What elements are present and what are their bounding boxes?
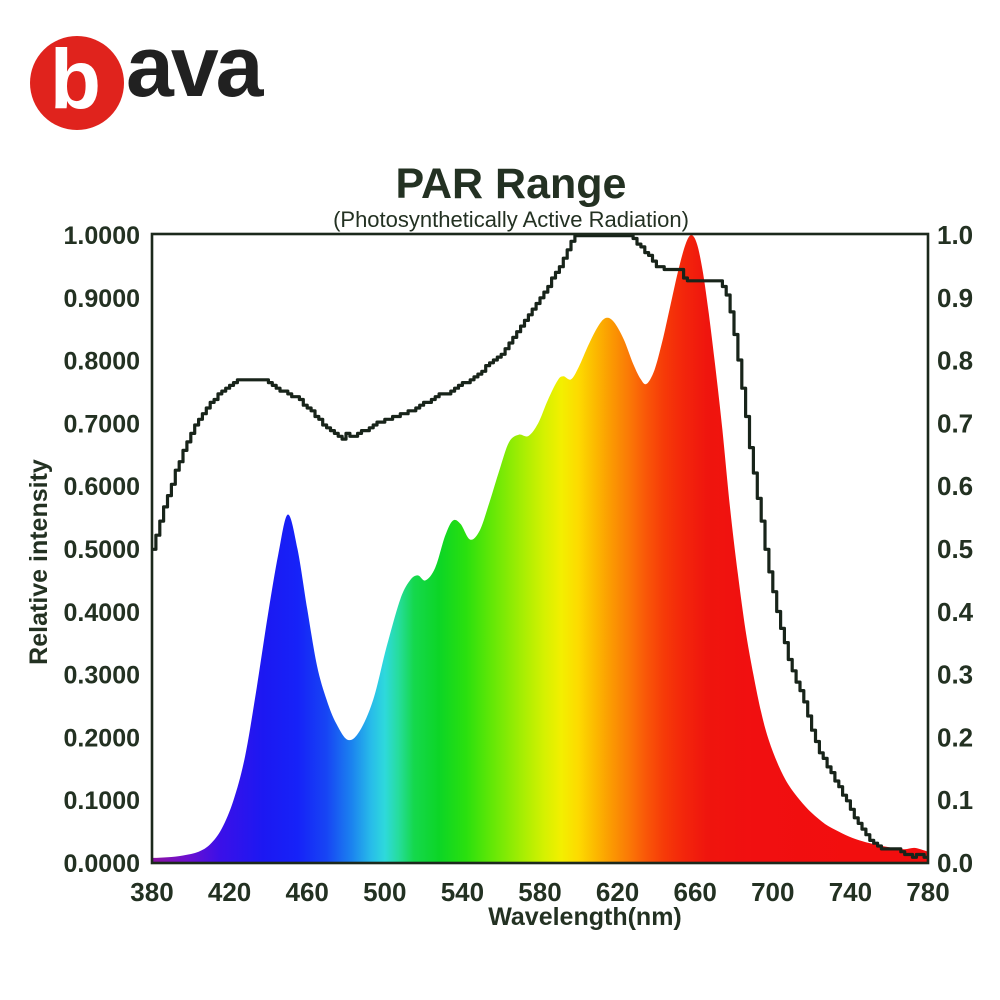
y-tick-left: 0.7000 bbox=[64, 410, 140, 438]
y-tick-left: 0.1000 bbox=[64, 787, 140, 815]
chart-header: PAR Range (Photosynthetically Active Rad… bbox=[0, 160, 1000, 233]
y-tick-right: 0.1 bbox=[937, 785, 973, 815]
y-tick-left: 0.3000 bbox=[64, 662, 140, 690]
x-axis-title: Wavelength(nm) bbox=[488, 903, 682, 931]
y-tick-right: 0.3 bbox=[937, 660, 973, 690]
y-tick-right: 0.7 bbox=[937, 408, 973, 438]
brand-logo: b ava bbox=[30, 24, 263, 130]
x-tick: 660 bbox=[674, 877, 717, 907]
y-tick-left: 1.0000 bbox=[64, 222, 140, 250]
x-tick: 620 bbox=[596, 877, 639, 907]
x-tick: 580 bbox=[518, 877, 561, 907]
x-tick: 420 bbox=[208, 877, 251, 907]
y-axis-title: Relative intensity bbox=[25, 459, 53, 665]
logo-letter-b: b bbox=[49, 32, 102, 127]
x-tick: 780 bbox=[906, 877, 949, 907]
y-tick-right: 1.0 bbox=[937, 220, 973, 250]
y-tick-right: 0.0 bbox=[937, 848, 973, 878]
x-tick: 740 bbox=[829, 877, 872, 907]
x-tick: 460 bbox=[286, 877, 329, 907]
y-tick-left: 0.4000 bbox=[64, 599, 140, 627]
y-tick-left: 0.9000 bbox=[64, 285, 140, 313]
y-tick-right: 0.6 bbox=[937, 471, 973, 501]
y-tick-left: 0.5000 bbox=[64, 536, 140, 564]
y-axis-right-tick-labels: 1.0 0.9 0.8 0.7 0.6 0.5 0.4 0.3 0.2 0.1 0.0 bbox=[937, 220, 974, 878]
y-tick-right: 0.2 bbox=[937, 722, 973, 752]
plot-border bbox=[150, 232, 930, 865]
y-axis-left-tick-labels: 1.0000 0.9000 0.8000 0.7000 0.6000 0.5000 0.40… bbox=[64, 222, 140, 878]
x-tick: 700 bbox=[751, 877, 794, 907]
logo-letters-ava: ava bbox=[126, 19, 263, 115]
y-tick-right: 0.5 bbox=[937, 534, 973, 564]
chart-subtitle: (Photosynthetically Active Radiation) bbox=[333, 207, 689, 232]
y-tick-right: 0.4 bbox=[937, 597, 974, 627]
logo-red-circle: b bbox=[30, 36, 124, 130]
y-tick-right: 0.8 bbox=[937, 346, 973, 376]
chart-title: PAR Range bbox=[395, 160, 627, 208]
led-spectrum-area bbox=[152, 235, 928, 863]
y-tick-left: 0.0000 bbox=[64, 850, 140, 878]
y-tick-left: 0.6000 bbox=[64, 473, 140, 501]
par-response-curve bbox=[152, 234, 928, 859]
x-tick: 540 bbox=[441, 877, 484, 907]
x-axis-tick-labels: 380 420 460 500 540 580 620 660 700 740 780 bbox=[130, 877, 949, 907]
y-tick-left: 0.2000 bbox=[64, 724, 140, 752]
x-tick: 500 bbox=[363, 877, 406, 907]
y-tick-right: 0.9 bbox=[937, 283, 973, 313]
y-tick-left: 0.8000 bbox=[64, 348, 140, 376]
x-tick: 380 bbox=[130, 877, 173, 907]
